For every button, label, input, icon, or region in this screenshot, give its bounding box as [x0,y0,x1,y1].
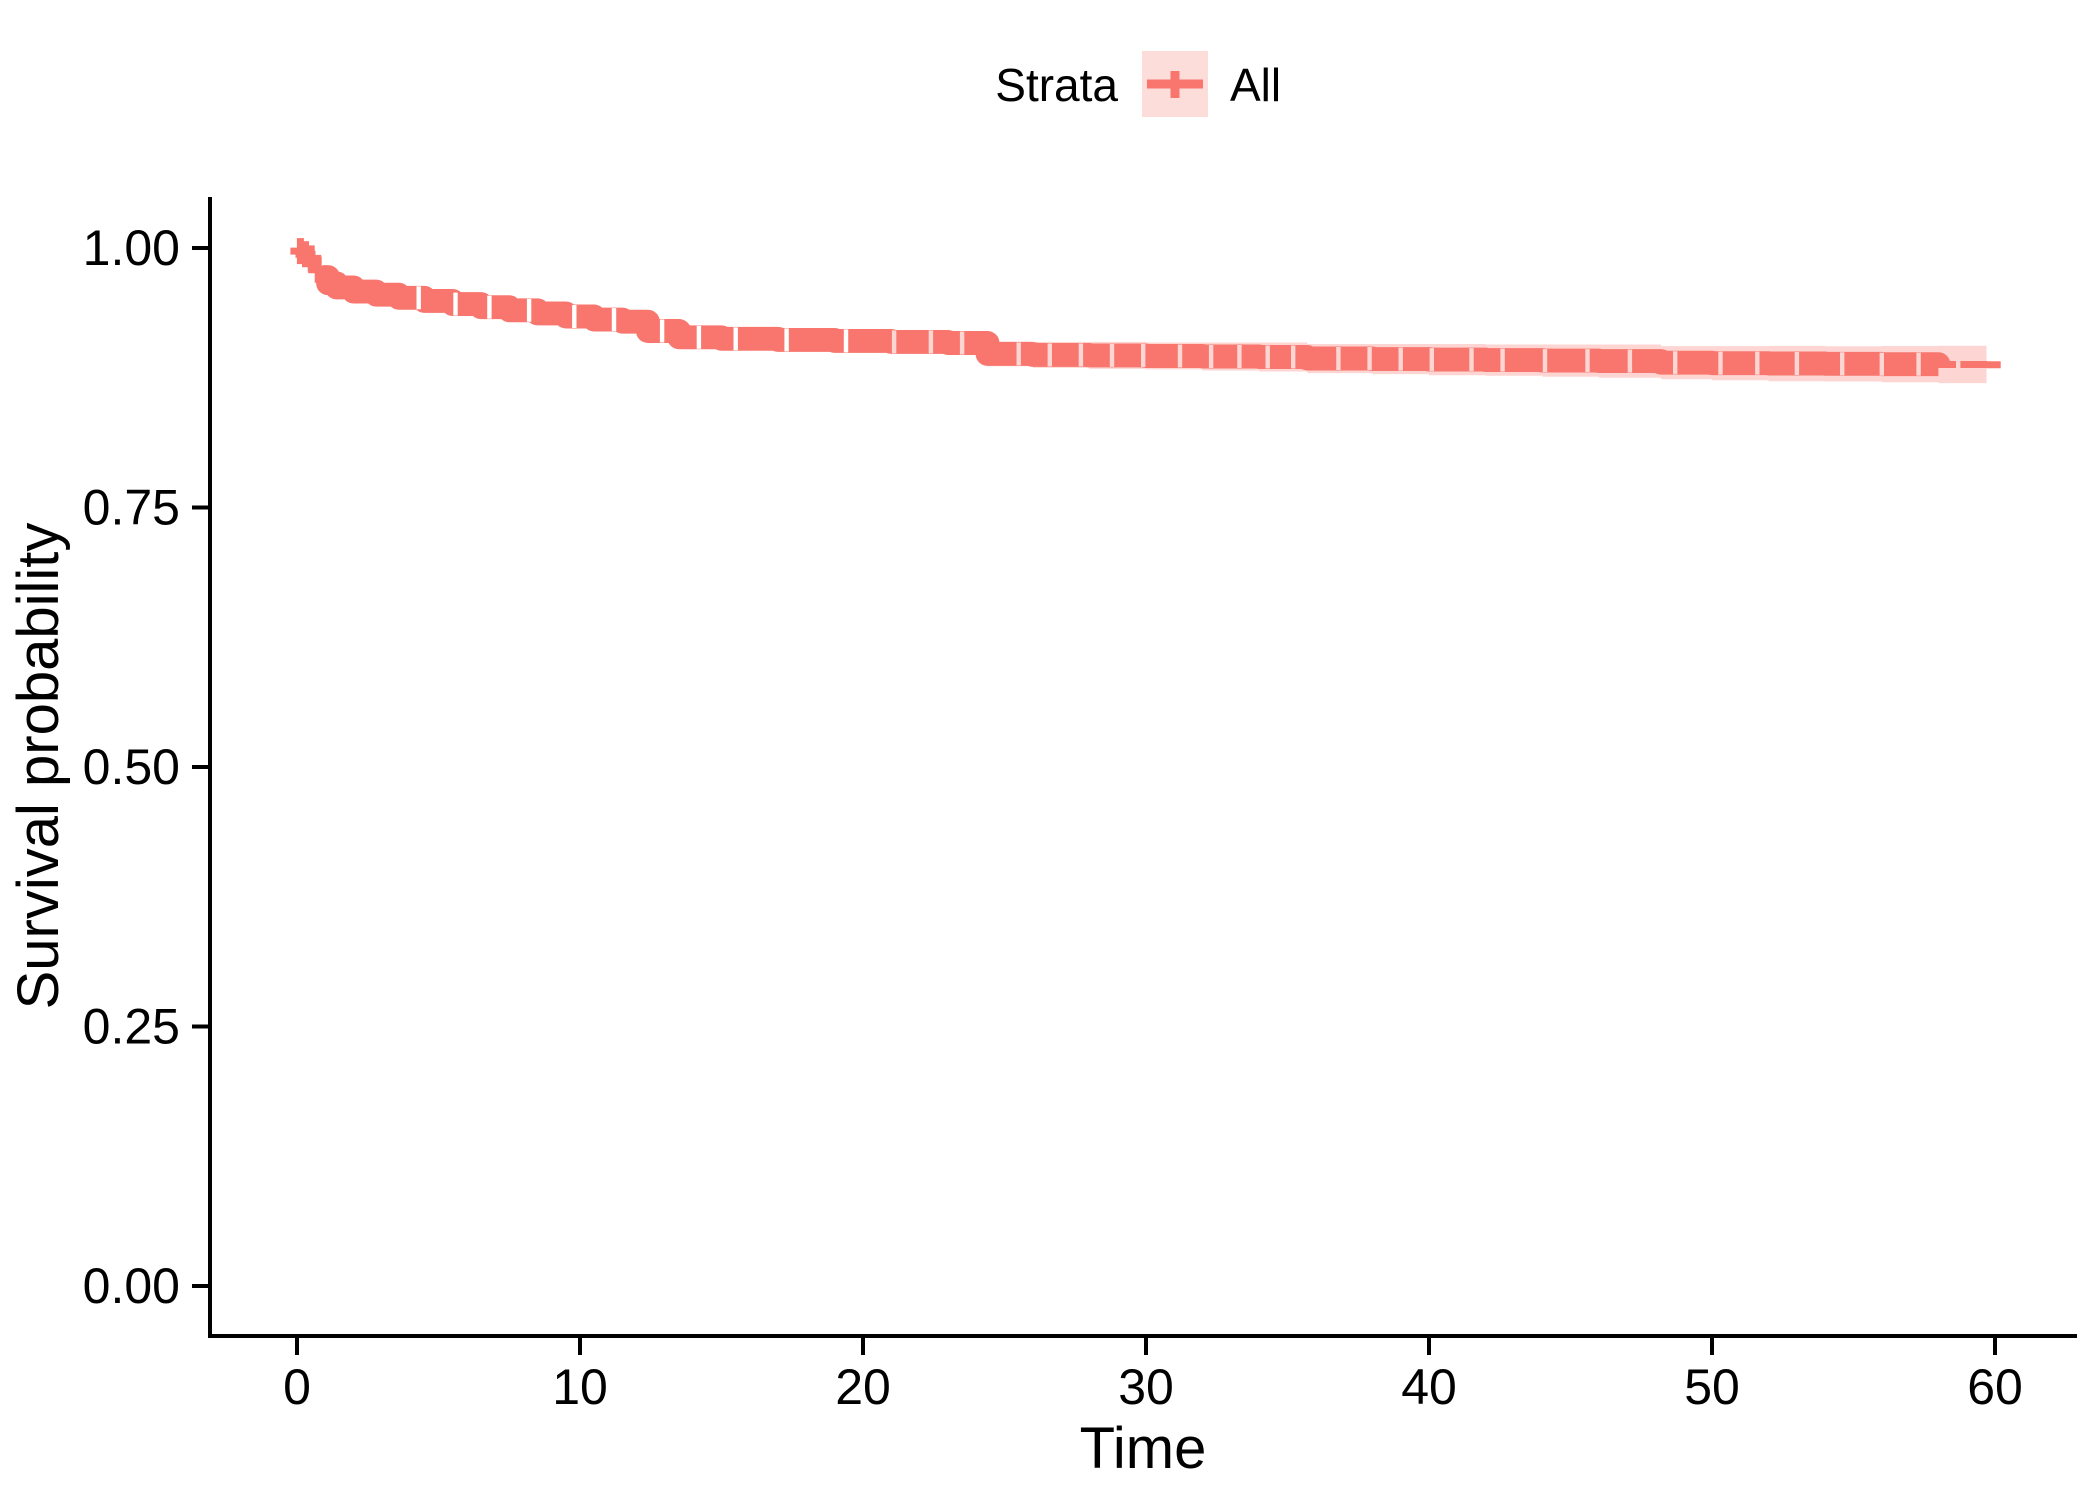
censor-gap [526,298,532,322]
x-axis-tick-labels: 0 10 20 30 40 50 60 [283,1359,2023,1415]
censor-gap [1673,351,1678,375]
x-tick-label: 20 [835,1359,891,1415]
x-tick-label: 0 [283,1359,311,1415]
censor-gap [733,327,738,351]
censor-marks [290,238,329,283]
censor-gap [1627,349,1633,373]
censor-gap [487,295,492,319]
legend: Strata All [995,51,1281,117]
x-tick-label: 40 [1401,1359,1457,1415]
censor-gap [1265,345,1270,369]
x-axis-ticks [295,1336,1997,1355]
censor-gap [959,331,965,355]
censor-gap [784,328,789,352]
censor-gap [659,319,665,343]
x-axis-title: Time [1080,1416,1207,1481]
censor-gap [1336,347,1341,370]
legend-title: Strata [995,59,1118,111]
x-tick-label: 10 [552,1359,608,1415]
censor-gap [1916,352,1921,376]
y-tick-label: 0.75 [83,480,180,536]
censor-gap [1585,349,1590,373]
censor-gap [1840,352,1845,376]
censor-gap [1398,347,1403,371]
y-tick-label: 0.25 [83,999,180,1055]
censor-gap [611,308,617,332]
censor-gap [1469,348,1474,372]
censor-gap [1016,342,1021,366]
y-axis: 0.00 0.25 0.50 0.75 1.00 Survival probabilit… [6,197,212,1338]
censor-gap [1879,352,1884,376]
censor-gap [1956,353,1961,376]
x-tick-label: 30 [1118,1359,1174,1415]
legend-entry-all: All [1230,59,1281,111]
censor-band-path [316,265,1951,377]
censor-gap [1794,352,1800,375]
y-axis-title: Survival probability [6,523,71,1010]
y-axis-tick-labels: 0.00 0.25 0.50 0.75 1.00 [83,220,180,1314]
censor-gap [1367,347,1372,370]
y-axis-ticks [192,246,210,1288]
censor-gap [1208,345,1214,368]
censor-gap [1755,351,1760,375]
censor-gap [1500,348,1505,372]
censor-gap [1177,344,1183,368]
censor-gap [1542,349,1548,373]
censor-gap [696,325,702,349]
y-tick-label: 0.00 [83,1258,180,1314]
x-axis: 0 10 20 30 40 50 60 Time [208,1334,2077,1481]
censor-gap [1291,345,1296,369]
survival-curve-path [296,244,2001,369]
censor-gap [453,292,458,316]
censor-gap [843,329,849,353]
censor-gap [1429,348,1434,372]
x-tick-label: 50 [1684,1359,1740,1415]
censor-gap [1109,343,1115,367]
y-tick-label: 1.00 [83,220,180,276]
y-tick-label: 0.50 [83,739,180,795]
censor-gap [1047,343,1052,367]
censor-gap [1237,345,1242,368]
survival-curve [296,244,2001,369]
censor-gap [416,286,421,310]
censor-gap [1718,351,1723,375]
censor-gap [891,330,897,354]
censor-gap [1078,343,1084,367]
censor-mark-band [316,265,1951,377]
censor-gap [928,330,934,354]
x-tick-label: 60 [1967,1359,2023,1415]
censor-gap [1141,343,1146,367]
censor-gap [572,305,577,328]
censor-gaps [416,286,1961,376]
